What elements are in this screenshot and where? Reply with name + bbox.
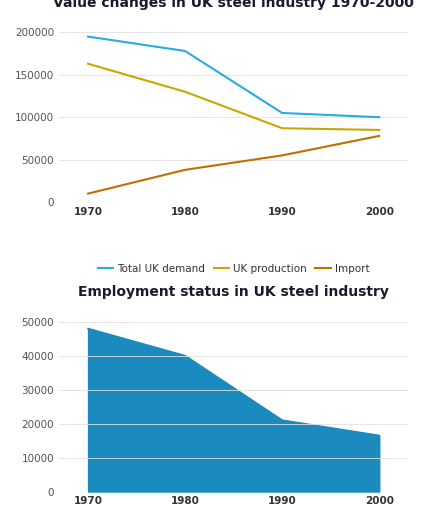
Title: Value changes in UK steel industry 1970-2000: Value changes in UK steel industry 1970-… — [53, 0, 414, 10]
Title: Employment status in UK steel industry: Employment status in UK steel industry — [78, 286, 389, 300]
Legend: Total UK demand, UK production, Import: Total UK demand, UK production, Import — [93, 260, 374, 278]
